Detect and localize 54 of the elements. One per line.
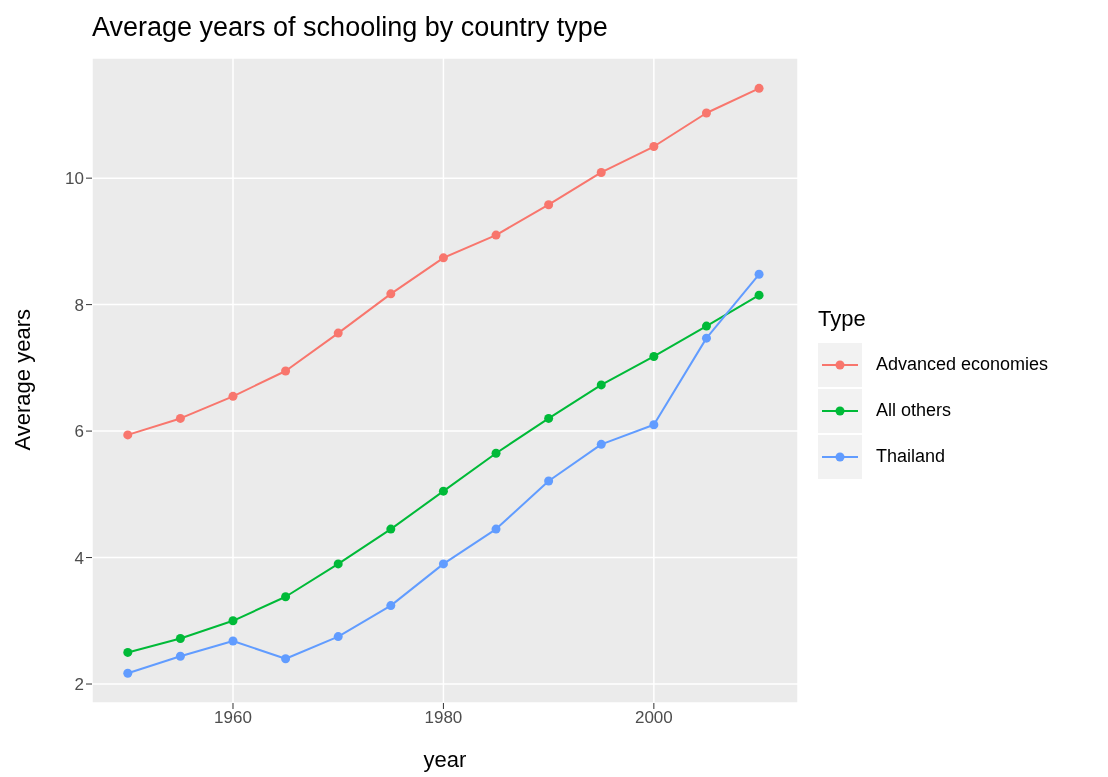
point [649, 420, 659, 430]
point [491, 230, 501, 240]
point [123, 647, 133, 657]
x-tick-label: 2000 [634, 708, 673, 728]
point [281, 592, 291, 602]
legend-title: Type [818, 305, 867, 332]
point [281, 654, 291, 664]
y-tick-label: 4 [74, 548, 84, 568]
x-tick-label: 1980 [424, 708, 463, 728]
y-tick-label: 6 [74, 422, 84, 442]
point [228, 391, 238, 401]
y-axis-title: Average years [9, 309, 35, 451]
point [649, 142, 659, 152]
point [438, 486, 448, 496]
legend-label: Thailand [876, 446, 946, 467]
point [386, 601, 396, 611]
point [491, 448, 501, 458]
point [491, 524, 501, 534]
point [544, 200, 554, 210]
point [438, 253, 448, 263]
point [701, 333, 711, 343]
point [701, 321, 711, 331]
point [123, 430, 133, 440]
x-axis-title: year [423, 747, 467, 772]
point [386, 524, 396, 534]
point [438, 559, 448, 569]
chart-title: Average years of schooling by country type [92, 12, 608, 43]
x-tick-label: 1960 [214, 708, 252, 728]
point [333, 632, 343, 642]
point [333, 328, 343, 338]
point [228, 636, 238, 646]
point [228, 616, 238, 626]
point [596, 167, 606, 177]
point [175, 651, 185, 661]
y-tick-label: 10 [65, 169, 84, 189]
point [123, 668, 133, 678]
point [544, 413, 554, 423]
point [596, 439, 606, 449]
point [754, 83, 764, 93]
point [596, 380, 606, 390]
y-tick-label: 8 [74, 295, 84, 315]
point [386, 289, 396, 299]
point [754, 269, 764, 279]
point [281, 366, 291, 376]
point [649, 351, 659, 361]
y-tick-label: 2 [74, 675, 84, 695]
point [175, 413, 185, 423]
point [175, 634, 185, 643]
point [333, 559, 343, 569]
legend-label: All others [876, 400, 952, 421]
point [701, 108, 711, 118]
point [754, 290, 764, 300]
legend-label: Advanced economies [876, 354, 1049, 375]
point [544, 476, 554, 486]
